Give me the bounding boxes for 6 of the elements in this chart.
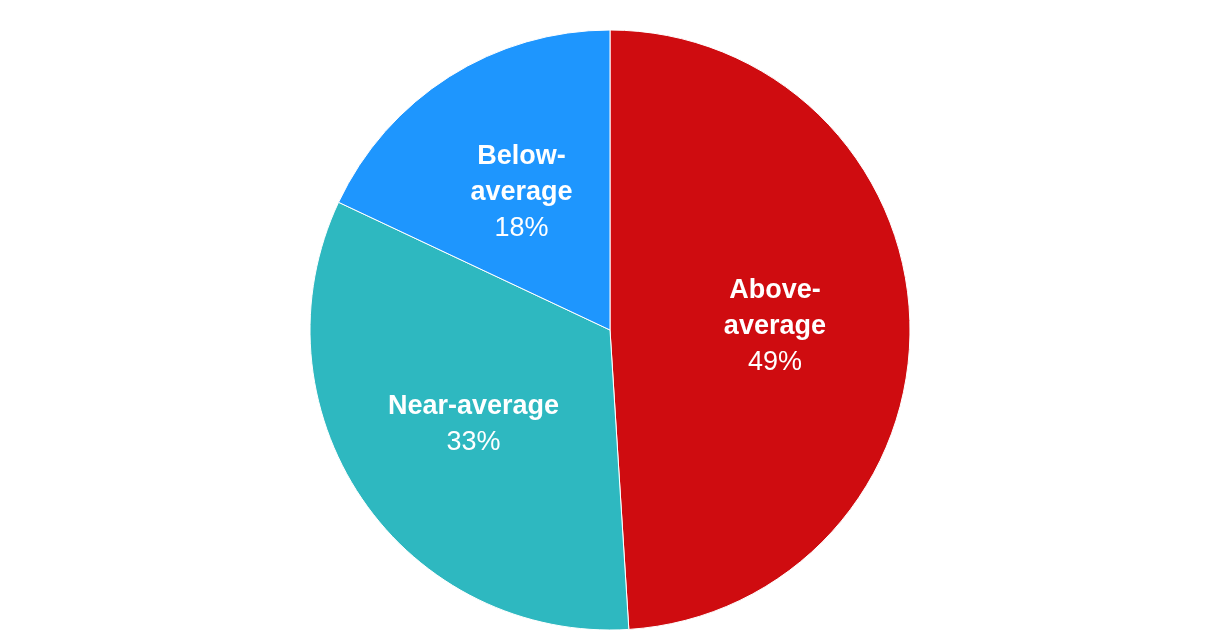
slice-label: Near-average: [387, 389, 560, 420]
data-label: 49%: [747, 345, 802, 376]
data-label: 33%: [446, 425, 501, 456]
data-label: 18%: [494, 211, 549, 242]
slice-label: Below-average: [470, 139, 573, 206]
slice-label: Above-average: [723, 273, 826, 340]
